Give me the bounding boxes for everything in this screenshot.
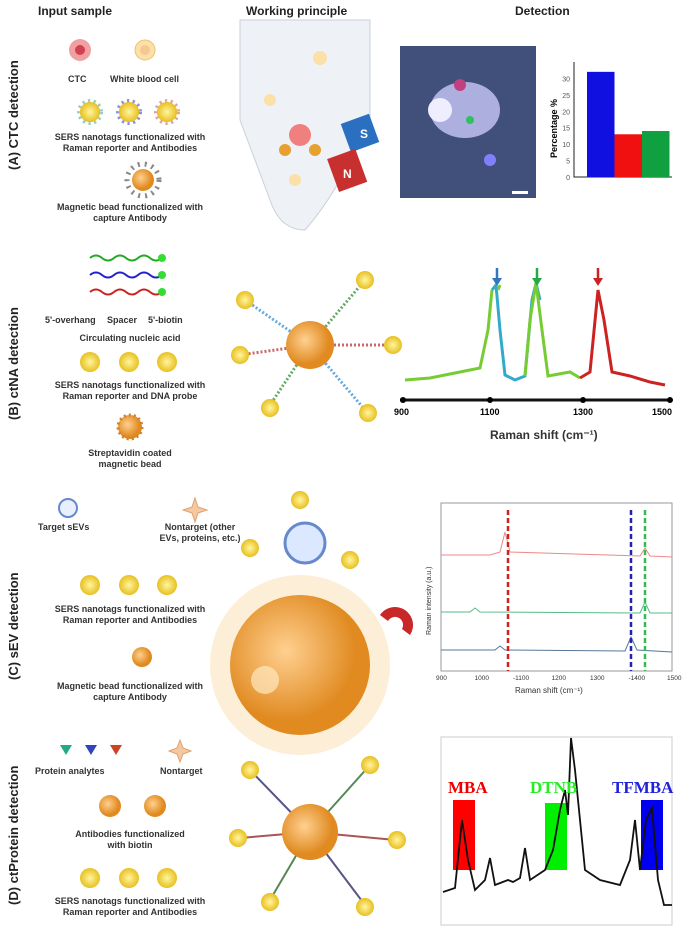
sers-c-caption: SERS nanotags functionalized with Raman r…: [45, 604, 215, 626]
sev-xlabel: Raman shift (cm⁻¹): [515, 686, 583, 695]
xtick: 1100: [480, 407, 500, 417]
xtick: 1500: [652, 407, 673, 417]
sers-b-caption: SERS nanotags functionalized with Raman r…: [45, 380, 215, 402]
bar: [614, 134, 642, 177]
sers-b-line2: Raman reporter and DNA probe: [62, 391, 198, 401]
ctprotein-assay-illustration: [229, 756, 406, 916]
sers-nanotags-d-icon: [80, 868, 177, 888]
mba-label: MBA: [448, 778, 488, 797]
ctna-raman-spectrum: [400, 268, 673, 403]
xtick: 1300: [590, 675, 605, 682]
sers-dna-nanotags-icon: [80, 352, 177, 372]
target-sev-icon: [58, 498, 78, 518]
sers-nanotags-icon: [77, 99, 180, 125]
wbc-label: White blood cell: [110, 74, 179, 84]
sers-b-line1: SERS nanotags functionalized with: [54, 380, 206, 390]
header-working-principle: Working principle: [246, 4, 348, 18]
xtick: 1300: [573, 407, 594, 417]
tfmba-label: TFMBA: [612, 778, 674, 797]
nontarget-d-icon: [167, 738, 193, 764]
xtick: -1400: [628, 675, 646, 682]
bead-a-line1: Magnetic bead functionalized with: [56, 202, 203, 212]
protein-analytes-icon: [60, 745, 122, 755]
magnet-icon: [327, 113, 380, 193]
ytick: 30: [562, 76, 570, 83]
bead-b-caption: Streptavidin coated magnetic bead: [70, 448, 190, 470]
bead-c-line2: capture Antibody: [93, 692, 167, 702]
ytick: 10: [562, 142, 570, 149]
dtnb-label: DTNB: [530, 778, 578, 797]
bead-c-caption: Magnetic bead functionalized with capture…: [50, 681, 210, 703]
xtick: 900: [394, 407, 410, 417]
spacer-label: Spacer: [107, 315, 138, 325]
overhang-label: 5'-overhang: [45, 315, 96, 325]
sers-a-line1: SERS nanotags functionalized with: [54, 132, 206, 142]
bead-b-line2: magnetic bead: [98, 459, 162, 469]
sers-c-line1: SERS nanotags functionalized with: [54, 604, 206, 614]
bead-a-line2: capture Antibody: [93, 213, 167, 223]
biotin-label: 5'-biotin: [148, 315, 183, 325]
ab-line2: with biotin: [107, 840, 153, 850]
biotin-antibody-bead-icon: [99, 795, 166, 817]
ctna-assay-illustration: [231, 271, 402, 422]
header-detection: Detection: [515, 4, 570, 18]
nontarget-d-label: Nontarget: [160, 766, 203, 776]
row-label-b: (B) ctNA detection: [6, 307, 21, 420]
ytick: 0: [566, 175, 570, 182]
nontarget-c-caption: Nontarget (other EVs, proteins, etc.): [150, 522, 250, 544]
sers-a-line2: Raman reporter and Antibodies: [62, 143, 198, 153]
ytick: 20: [562, 109, 570, 116]
bar: [642, 131, 670, 177]
sers-d-line1: SERS nanotags functionalized with: [54, 896, 206, 906]
antibody-biotin-caption: Antibodies functionalized with biotin: [70, 829, 190, 851]
xtick: 1000: [474, 675, 489, 682]
sers-d-caption: SERS nanotags functionalized with Raman r…: [45, 896, 215, 918]
sev-assay-illustration: [210, 491, 414, 755]
bead-c-line1: Magnetic bead functionalized with: [56, 681, 203, 691]
sers-nanotags-c-icon: [80, 575, 177, 595]
magnet-s-label: S: [360, 127, 368, 141]
header-input-sample: Input sample: [38, 4, 113, 18]
magnetic-bead-icon: [124, 161, 162, 199]
xtick: 900: [436, 675, 447, 682]
percentage-bar-chart: 0 5 10 15 20 25 30 Percentage %: [549, 62, 672, 182]
xtick: 1500: [667, 675, 682, 682]
sers-c-line2: Raman reporter and Antibodies: [62, 615, 198, 625]
magnetic-bead-c-icon: [132, 647, 152, 667]
ytick: 25: [562, 93, 570, 100]
sev-ylabel: Raman intensity (a.u.): [426, 566, 433, 635]
row-label-c: (C) sEV detection: [6, 572, 21, 680]
xtick: 1200: [551, 675, 566, 682]
magnet-n-label: N: [343, 167, 352, 181]
xtick: -1100: [513, 675, 530, 682]
nontarget-star-icon: [181, 496, 209, 524]
ctc-label: CTC: [68, 74, 87, 84]
protein-analytes-label: Protein analytes: [35, 766, 105, 776]
streptavidin-bead-icon: [116, 413, 144, 441]
ctprotein-spectrum-chart: [440, 736, 673, 926]
ylabel: Percentage %: [549, 99, 559, 158]
target-sev-label: Target sEVs: [38, 522, 90, 532]
row-label-a: (A) CTC detection: [6, 60, 21, 170]
ytick: 5: [566, 159, 570, 166]
nontarget-c-line2: EVs, proteins, etc.): [159, 533, 241, 543]
bead-a-caption: Magnetic bead functionalized with capture…: [50, 202, 210, 224]
sers-d-line2: Raman reporter and Antibodies: [62, 907, 198, 917]
ab-line1: Antibodies functionalized: [75, 829, 185, 839]
sers-a-caption: SERS nanotags functionalized with Raman r…: [45, 132, 215, 154]
nucleic-acid-strands-icon: [89, 254, 166, 296]
cna-label: Circulating nucleic acid: [79, 333, 181, 343]
ctna-xlabel: Raman shift (cm⁻¹): [490, 428, 598, 442]
nontarget-c-line1: Nontarget (other: [164, 522, 236, 532]
ytick: 15: [562, 126, 570, 133]
bead-b-line1: Streptavidin coated: [88, 448, 172, 458]
sev-raman-spectra-chart: [440, 502, 673, 672]
fluorescence-image: [400, 46, 536, 198]
row-label-d: (D) ctProtein detection: [6, 765, 21, 905]
bar: [587, 71, 615, 177]
